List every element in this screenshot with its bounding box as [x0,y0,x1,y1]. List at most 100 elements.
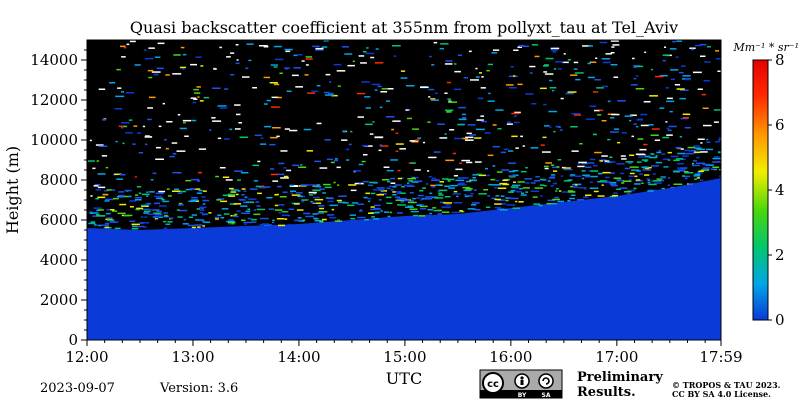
noise-speckle [327,200,334,203]
noise-speckle [330,161,335,164]
noise-speckle [256,205,261,207]
noise-speckle [497,128,502,130]
noise-speckle [126,214,133,217]
noise-speckle [308,191,317,194]
noise-speckle [416,197,420,199]
noise-speckle [208,212,212,214]
noise-speckle [467,195,473,197]
noise-speckle [556,166,560,168]
noise-speckle [369,133,374,135]
noise-speckle [392,120,401,122]
noise-speckle [459,162,462,164]
noise-speckle [562,61,569,64]
noise-speckle [416,204,422,206]
noise-speckle [654,182,663,184]
noise-speckle [245,67,249,70]
noise-speckle [387,180,391,183]
noise-speckle [444,185,451,187]
noise-speckle [156,197,164,200]
noise-speckle [255,185,262,188]
y-tick-label: 8000 [40,171,78,189]
y-tick-label: 10000 [30,131,78,149]
noise-speckle [358,210,363,212]
noise-speckle [659,107,665,109]
noise-speckle [123,195,129,198]
noise-speckle [693,175,701,177]
noise-speckle [597,114,602,116]
noise-speckle [477,97,484,100]
noise-speckle [123,46,127,49]
noise-speckle [245,201,253,203]
noise-speckle [674,84,681,86]
noise-speckle [121,56,126,58]
noise-speckle [179,66,186,69]
noise-speckle [109,82,116,84]
noise-speckle [571,150,579,152]
noise-speckle [134,176,137,178]
noise-speckle [241,212,250,214]
noise-speckle [312,213,319,215]
noise-speckle [605,53,612,55]
noise-speckle [454,70,461,73]
noise-speckle [553,170,558,172]
noise-speckle [215,218,219,220]
noise-speckle [88,222,96,225]
noise-speckle [327,214,334,216]
noise-speckle [280,177,289,179]
noise-speckle [236,59,239,61]
noise-speckle [616,163,625,165]
noise-speckle [163,227,167,230]
noise-speckle [459,210,463,212]
noise-speckle [276,193,279,196]
noise-speckle [323,40,329,42]
noise-speckle [241,219,246,221]
noise-speckle [152,216,159,218]
noise-speckle [350,217,356,220]
noise-speckle [165,147,169,150]
noise-speckle [394,184,402,186]
noise-speckle [492,49,500,51]
noise-speckle [282,191,288,193]
noise-speckle [419,190,424,192]
noise-speckle [589,158,596,161]
noise-speckle [608,181,617,184]
noise-speckle [511,184,521,187]
noise-speckle [696,162,705,164]
noise-speckle [271,96,279,99]
noise-speckle [718,151,721,154]
noise-speckle [142,125,146,128]
noise-speckle [485,206,491,208]
noise-speckle [444,196,451,198]
noise-speckle [696,156,700,159]
noise-speckle [616,179,625,182]
noise-speckle [666,127,670,130]
noise-speckle [351,202,359,204]
noise-speckle [371,83,381,86]
noise-speckle [587,162,595,164]
noise-speckle [535,176,540,178]
noise-speckle [103,118,107,120]
noise-speckle [180,190,186,193]
noise-speckle [273,45,282,48]
noise-speckle [563,168,573,171]
noise-speckle [334,220,342,222]
noise-speckle [417,137,421,139]
noise-speckle [631,135,634,138]
noise-speckle [448,187,455,189]
noise-speckle [694,151,702,153]
noise-speckle [633,66,637,68]
noise-speckle [399,148,406,150]
noise-speckle [301,199,308,201]
noise-speckle [102,119,106,121]
noise-speckle [114,227,121,230]
noise-speckle [647,179,651,182]
noise-speckle [395,196,401,198]
noise-speckle [644,51,647,54]
noise-speckle [604,161,607,164]
noise-speckle [270,64,278,66]
noise-speckle [177,114,181,116]
cc-logo-icon [482,372,504,394]
noise-speckle [593,164,598,167]
noise-speckle [120,45,126,48]
noise-speckle [312,189,321,192]
